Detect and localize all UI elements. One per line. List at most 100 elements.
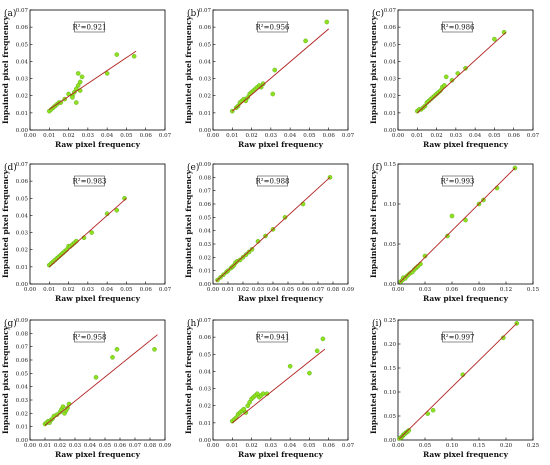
x-tick-label: 0.00 — [392, 287, 405, 293]
x-tick-label: 0.05 — [419, 443, 432, 449]
scatter-point — [114, 347, 120, 352]
x-tick-label: 0.04 — [101, 287, 114, 293]
y-tick-label: 0.02 — [16, 94, 28, 100]
plot-frame — [29, 319, 166, 441]
scatter-point — [65, 405, 70, 411]
y-tick-label: 0.10 — [384, 390, 397, 396]
plot-frame — [212, 9, 349, 131]
scatter-point — [324, 19, 330, 25]
y-tick-label: 0.01 — [16, 265, 28, 271]
y-tick-label: 0.05 — [199, 42, 212, 48]
y-tick-label: 0.00 — [384, 282, 397, 288]
chart-panel-8: (h) 0.00 0.01 0.02 0.03 0.04 0.05 0.06 0.07 0.00 0… — [184, 318, 355, 459]
fit-line — [48, 197, 127, 268]
x-tick-label: 0.01 — [226, 443, 238, 449]
x-tick-label: 0.05 — [99, 443, 112, 449]
y-tick-label: 0.00 — [384, 128, 397, 134]
y-tick-label: 0.06 — [199, 335, 212, 341]
y-tick-label: 0.05 — [199, 352, 212, 358]
y-axis-label: Inpainted pixel frequency — [369, 169, 378, 278]
x-tick-label: 0.05 — [282, 287, 295, 293]
x-tick-label: 0.06 — [140, 133, 153, 139]
x-tick-label: 0.06 — [323, 133, 336, 139]
x-tick-label: 0.09 — [159, 443, 172, 449]
y-axis-label: Inpainted pixel frequency — [1, 325, 10, 434]
y-tick-label: 0.03 — [16, 398, 29, 404]
x-axis-label: Raw pixel frequency — [55, 450, 141, 459]
r2-box — [74, 175, 105, 187]
x-tick-label: 0.05 — [120, 287, 133, 293]
x-tick-label: 0.00 — [207, 287, 220, 293]
chart-panel-1: (a) 0.00 0.01 0.02 0.03 0.04 0.05 0.06 0.07 0.00 0… — [1, 8, 172, 149]
x-axis-label: Raw pixel frequency — [423, 140, 509, 149]
y-tick-label: 0.05 — [384, 42, 397, 48]
x-tick-label: 0.07 — [159, 287, 172, 293]
r2-box — [257, 21, 288, 33]
y-tick-label: 0.00 — [16, 128, 29, 134]
scatter-point — [255, 391, 260, 397]
r2-label: R²=0.921 — [73, 23, 107, 31]
y-tick-label: 0.00 — [16, 282, 29, 288]
x-tick-label: 0.02 — [62, 287, 74, 293]
scatter-point — [443, 74, 449, 80]
scatter-point — [449, 213, 455, 219]
plot-frame — [397, 319, 534, 441]
scatter-point — [93, 375, 99, 380]
x-tick-label: 0.06 — [114, 443, 127, 449]
y-tick-label: 0.08 — [16, 331, 29, 337]
scatter-point — [152, 347, 157, 352]
y-tick-label: 0.05 — [16, 42, 29, 48]
scatter-point — [246, 249, 252, 255]
r2-box — [74, 21, 105, 33]
y-axis-label: Inpainted pixel frequency — [184, 169, 193, 278]
x-tick-label: 0.00 — [207, 133, 220, 139]
x-tick-label: 0.01 — [43, 133, 55, 139]
y-tick-label: 0.01 — [384, 111, 396, 117]
y-axis-label: Inpainted pixel frequency — [184, 325, 193, 434]
x-tick-label: 0.00 — [207, 443, 220, 449]
fit-line — [231, 28, 330, 112]
y-tick-label: 0.02 — [199, 255, 211, 261]
y-tick-label: 0.01 — [16, 111, 28, 117]
y-tick-label: 0.07 — [16, 8, 29, 14]
y-tick-label: 0.04 — [16, 213, 29, 219]
scatter-point — [449, 77, 455, 83]
scatter-point — [54, 412, 60, 417]
chart-panel-4: (d) 0.00 0.01 0.02 0.03 0.04 0.05 0.06 0.07 0.00 0… — [1, 162, 172, 303]
panel-label: (i) — [372, 318, 382, 329]
x-tick-label: 0.02 — [245, 133, 257, 139]
scatter-point — [307, 370, 312, 376]
plot-frame — [212, 319, 349, 441]
y-tick-label: 0.07 — [199, 8, 212, 14]
scatter-point — [104, 71, 110, 76]
scatter-point — [75, 71, 81, 76]
scatter-point — [481, 197, 486, 203]
x-tick-label: 0.07 — [527, 133, 540, 139]
x-tick-label: 0.06 — [140, 287, 153, 293]
x-tick-label: 0.10 — [446, 443, 459, 449]
y-tick-label: 0.00 — [199, 128, 212, 134]
scatter-point — [320, 336, 326, 342]
scatter-point — [243, 252, 249, 257]
y-axis-label: Inpainted pixel frequency — [1, 169, 10, 278]
scatter-point — [441, 83, 447, 88]
plot-frame — [29, 163, 166, 285]
y-axis-label: Inpainted pixel frequency — [369, 325, 378, 434]
scatter-point — [75, 83, 81, 88]
r2-label: R²=0.983 — [73, 177, 107, 185]
r2-label: R²=0.997 — [441, 333, 475, 341]
scatter-point — [89, 230, 95, 235]
scatter-point — [494, 185, 500, 191]
x-tick-label: 0.00 — [24, 443, 37, 449]
x-tick-label: 0.02 — [237, 287, 249, 293]
x-tick-label: 0.09 — [342, 287, 355, 293]
r2-box — [442, 21, 473, 33]
chart-panel-7: (g)0.000.010.020.030.040.050.060.070.080… — [1, 318, 172, 459]
panel-label: (c) — [372, 8, 384, 19]
x-tick-label: 0.06 — [508, 133, 521, 139]
y-tick-label: 0.04 — [16, 59, 29, 65]
x-tick-label: 0.05 — [120, 133, 133, 139]
x-tick-label: 0.25 — [527, 443, 540, 449]
x-axis-label: Raw pixel frequency — [55, 140, 141, 149]
y-tick-label: 0.00 — [16, 438, 29, 444]
